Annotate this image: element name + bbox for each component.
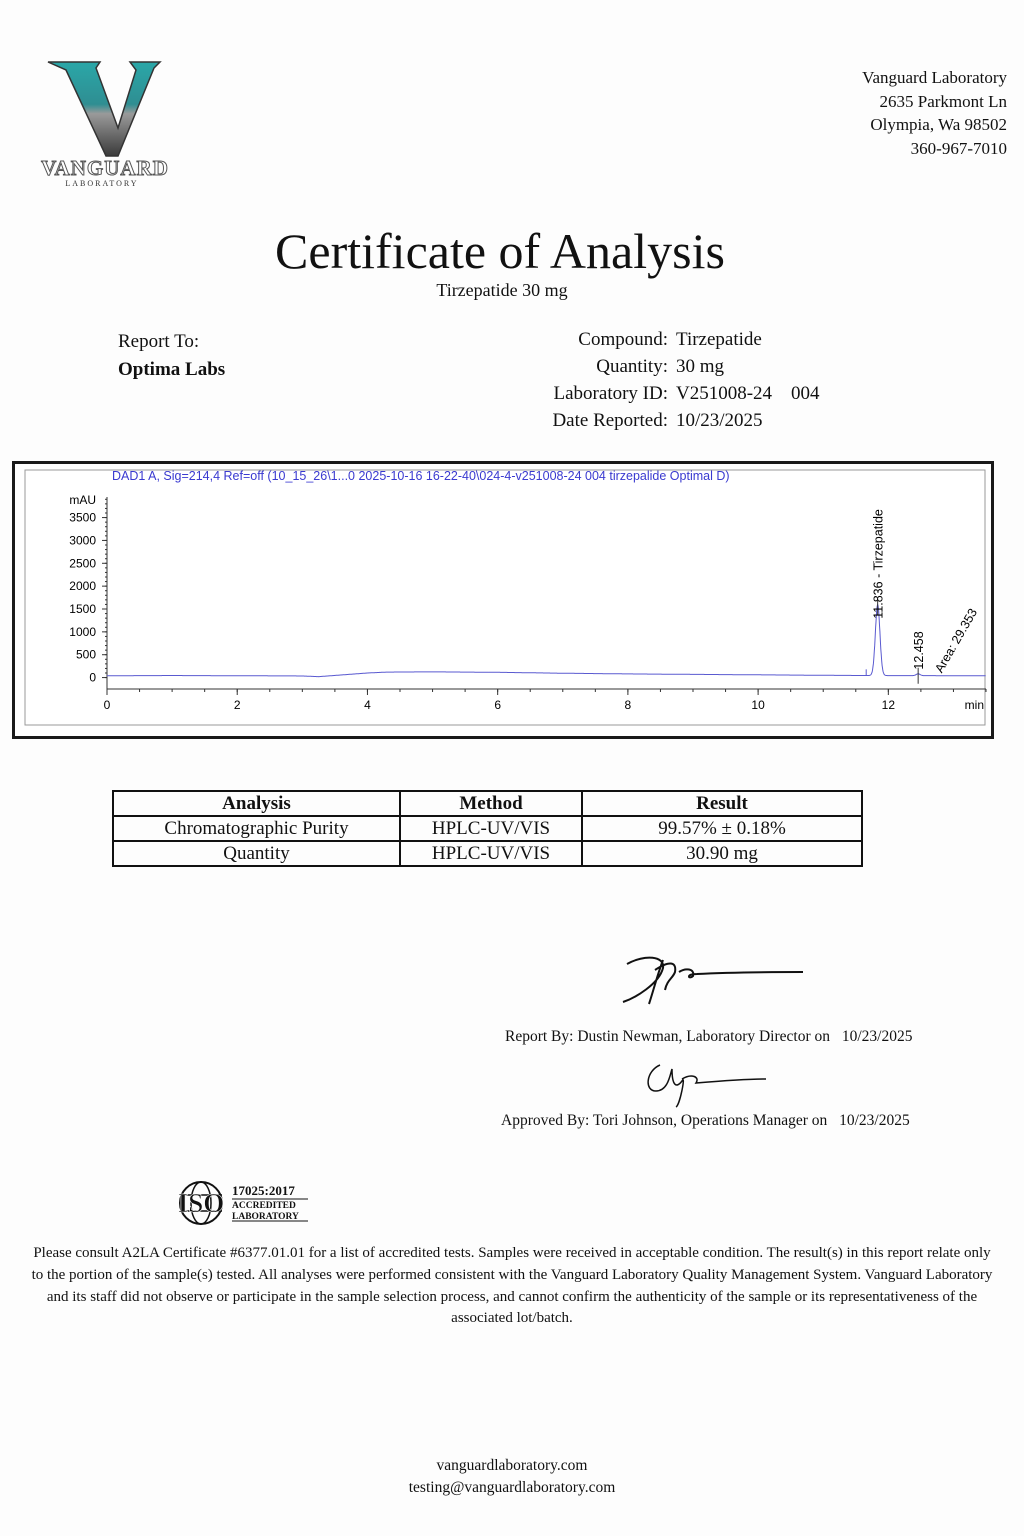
chromatogram-header: DAD1 A, Sig=214,4 Ref=off (10_15_26\1...…	[112, 469, 730, 483]
column-header: Result	[581, 790, 863, 817]
y-tick-label: 3500	[69, 511, 96, 525]
column-header: Analysis	[112, 790, 401, 817]
report-to: Report To: Optima Labs	[118, 328, 225, 384]
footer: vanguardlaboratory.com testing@vanguardl…	[0, 1455, 1024, 1499]
meta-value: Tirzepatide	[676, 329, 762, 350]
lab-street: 2635 Parkmont Ln	[879, 91, 1008, 111]
table-cell: HPLC-UV/VIS	[399, 840, 583, 867]
x-tick-label: 2	[234, 698, 241, 712]
director-signature	[622, 956, 804, 1005]
table-header-row: Analysis Method Result	[112, 790, 863, 817]
table-cell: HPLC-UV/VIS	[399, 815, 583, 842]
meta-value: 10/23/2025	[676, 410, 763, 431]
svg-text:VANGUARD: VANGUARD	[41, 156, 169, 180]
lab-city: Olympia, Wa 98502	[870, 115, 1007, 134]
chromatogram-plot: DAD1 A, Sig=214,4 Ref=off (10_15_26\1...…	[24, 469, 987, 726]
table-cell: 30.90 mg	[581, 840, 863, 867]
x-unit-label: min	[965, 698, 984, 712]
lab-phone: 360-967-7010	[910, 138, 1007, 158]
x-tick-label: 10	[751, 698, 765, 712]
x-tick-label: 8	[625, 698, 632, 712]
email-link[interactable]: testing@vanguardlaboratory.com	[408, 1479, 616, 1496]
peak-label: 11.836 - Tirzepatide	[872, 509, 886, 619]
area-annotation: Area: 29.353	[932, 606, 980, 675]
y-tick-label: 2000	[69, 579, 96, 593]
y-unit-label: mAU	[69, 493, 96, 507]
meta-value: V251008-24 004	[676, 383, 820, 404]
disclaimer: Please consult A2LA Certificate #6377.01…	[31, 1245, 993, 1327]
chromatogram: DAD1 A, Sig=214,4 Ref=off (10_15_26\1...…	[12, 461, 994, 739]
approver-signature	[647, 1064, 767, 1108]
y-tick-label: 3000	[69, 533, 96, 547]
meta-label: Date Reported:	[552, 410, 668, 431]
x-tick-label: 6	[494, 698, 501, 712]
iso-accreditation-badge: ISO 17025:2017 ACCREDITED LABORATORY	[174, 1180, 314, 1226]
table-cell: 99.57% ± 0.18%	[581, 815, 863, 842]
meta-label: Quantity:	[596, 356, 668, 377]
column-header: Method	[399, 790, 583, 817]
svg-text:LABORATORY: LABORATORY	[232, 1212, 299, 1222]
y-tick-label: 500	[76, 648, 96, 662]
sample-metadata: Compound: Tirzepatide Quantity: 30 mg Labo…	[480, 326, 820, 434]
approved-by: Approved By: Tori Johnson, Operations Ma…	[501, 1112, 910, 1130]
x-tick-label: 12	[882, 698, 896, 712]
meta-value: 30 mg	[676, 356, 725, 377]
report-by: Report By: Dustin Newman, Laboratory Dir…	[505, 1028, 913, 1046]
report-by-date: 10/23/2025	[841, 1028, 913, 1045]
y-tick-label: 1500	[69, 602, 96, 616]
lab-address: Vanguard Laboratory 2635 Parkmont Ln Oly…	[862, 66, 1007, 160]
x-tick-label: 4	[364, 698, 371, 712]
y-tick-label: 1000	[69, 625, 96, 639]
svg-text:ACCREDITED: ACCREDITED	[232, 1201, 296, 1211]
y-tick-label: 2500	[69, 556, 96, 570]
report-to-value: Optima Labs	[118, 359, 226, 380]
x-tick-label: 0	[104, 698, 111, 712]
table-cell: Chromatographic Purity	[112, 815, 401, 842]
report-by-text: Report By: Dustin Newman, Laboratory Dir…	[505, 1028, 830, 1045]
meta-label: Laboratory ID:	[553, 383, 668, 404]
approved-by-text: Approved By: Tori Johnson, Operations Ma…	[501, 1112, 828, 1129]
table-cell: Quantity	[112, 840, 401, 867]
svg-text:LABORATORY: LABORATORY	[65, 179, 138, 188]
plot-frame	[24, 469, 986, 726]
document-title: Certificate of Analysis	[275, 223, 725, 279]
results-table: Analysis Method Result Chromatographic P…	[112, 790, 863, 867]
vanguard-logo: VANGUARD LABORATORY	[30, 58, 180, 188]
svg-text:17025:2017: 17025:2017	[232, 1183, 295, 1198]
peak-label: 12.458	[912, 631, 926, 669]
lab-name: Vanguard Laboratory	[862, 68, 1007, 87]
report-to-label: Report To:	[118, 331, 200, 352]
meta-label: Compound:	[578, 329, 668, 350]
chromatogram-trace	[107, 603, 986, 678]
svg-text:ISO: ISO	[178, 1188, 225, 1218]
document-subtitle: Tirzepatide 30 mg	[436, 280, 568, 300]
table-row: Quantity HPLC-UV/VIS 30.90 mg	[112, 840, 863, 867]
table-row: Chromatographic Purity HPLC-UV/VIS 99.57…	[112, 815, 863, 842]
approved-by-date: 10/23/2025	[839, 1112, 910, 1129]
website-link[interactable]: vanguardlaboratory.com	[436, 1457, 588, 1474]
y-tick-label: 0	[89, 671, 96, 685]
